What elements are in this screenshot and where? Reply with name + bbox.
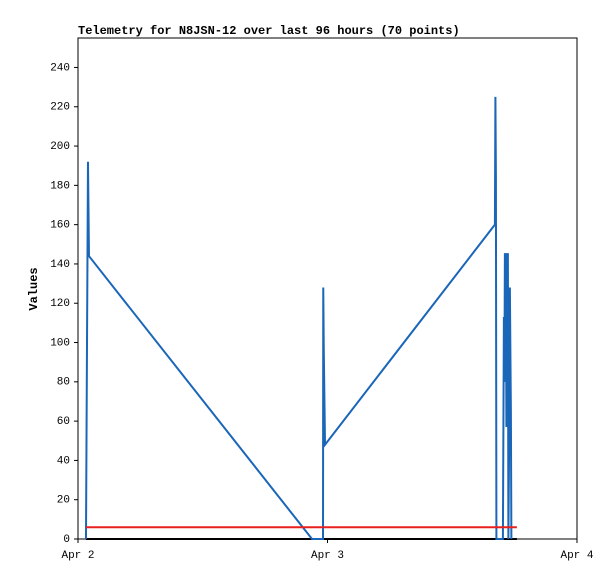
y-tick-label: 20: [57, 495, 70, 507]
x-tick-label: Apr 2: [61, 550, 94, 562]
y-tick-label: 180: [50, 180, 70, 192]
y-tick-label: 120: [50, 298, 70, 310]
y-tick-label: 40: [57, 455, 70, 467]
plot-frame: [77, 37, 578, 540]
y-tick-label: 80: [57, 377, 70, 389]
y-tick-label: 200: [50, 141, 70, 153]
y-axis-title: Values: [27, 267, 41, 310]
chart-title: Telemetry for N8JSN-12 over last 96 hour…: [78, 24, 460, 38]
y-tick-label: 140: [50, 259, 70, 271]
data-line: [84, 96, 513, 540]
y-tick-label: 240: [50, 62, 70, 74]
y-tick-label: 60: [57, 416, 70, 428]
y-tick-label: 160: [50, 220, 70, 232]
x-tick-label: Apr 3: [311, 550, 344, 562]
y-tick-label: 220: [50, 102, 70, 114]
x-tick-label: Apr 4: [560, 550, 593, 562]
y-tick-label: 0: [63, 534, 70, 546]
y-tick-label: 100: [50, 337, 70, 349]
